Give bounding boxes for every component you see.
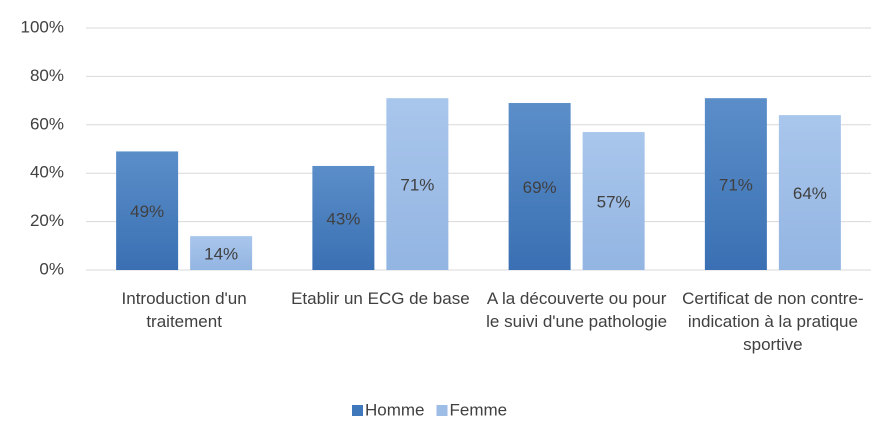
x-tick-label: Etablir un ECG de base <box>291 289 470 308</box>
bar <box>704 98 767 271</box>
y-tick-label: 80% <box>30 66 64 85</box>
y-tick-label: 0% <box>39 259 64 278</box>
data-label: 43% <box>326 209 360 228</box>
data-label: 14% <box>204 245 238 264</box>
legend-label: Homme <box>365 400 425 419</box>
y-tick-label: 20% <box>30 211 64 230</box>
x-tick-label: Certificat de non contre-indication à la… <box>682 289 864 354</box>
bar <box>778 115 841 271</box>
bar <box>386 98 449 271</box>
legend-swatch <box>436 405 448 416</box>
x-tick-label: A la découverte ou pour le suivi d'une p… <box>486 289 668 331</box>
y-tick-label: 60% <box>30 114 64 133</box>
bar <box>312 165 375 270</box>
y-tick-label: 100% <box>21 17 64 36</box>
bar <box>116 151 179 270</box>
data-label: 57% <box>597 193 631 212</box>
bar <box>582 132 645 270</box>
y-tick-label: 40% <box>30 163 64 182</box>
data-label: 69% <box>523 178 557 197</box>
data-label: 71% <box>400 176 434 195</box>
bar <box>190 236 253 270</box>
legend-swatch <box>352 405 363 416</box>
data-label: 49% <box>130 202 164 221</box>
x-tick-label: Introduction d'un traitement <box>121 289 247 331</box>
legend-label: Femme <box>450 400 508 419</box>
data-label: 71% <box>719 176 753 195</box>
data-label: 64% <box>793 184 827 203</box>
bar <box>508 103 571 271</box>
